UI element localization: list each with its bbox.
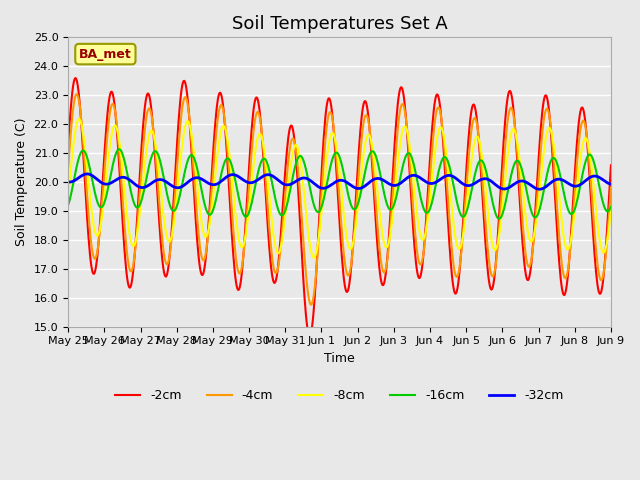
- -8cm: [477, 148, 485, 154]
- -4cm: [73, 91, 81, 97]
- -4cm: [607, 185, 615, 191]
- -32cm: [380, 178, 388, 183]
- X-axis label: Time: Time: [324, 352, 355, 365]
- -2cm: [99, 188, 106, 193]
- -8cm: [310, 255, 318, 261]
- -32cm: [411, 172, 419, 178]
- Text: BA_met: BA_met: [79, 48, 132, 60]
- -4cm: [477, 161, 485, 167]
- -32cm: [532, 186, 540, 192]
- -4cm: [381, 269, 388, 275]
- -4cm: [412, 232, 419, 238]
- -16cm: [607, 204, 615, 210]
- -2cm: [64, 143, 72, 149]
- -4cm: [64, 166, 72, 171]
- -4cm: [99, 200, 106, 206]
- -32cm: [99, 180, 106, 186]
- -2cm: [72, 75, 79, 81]
- -16cm: [477, 157, 484, 163]
- -32cm: [607, 181, 615, 187]
- -2cm: [381, 277, 388, 283]
- -16cm: [64, 202, 72, 208]
- -16cm: [411, 165, 419, 171]
- -16cm: [380, 190, 388, 196]
- -8cm: [381, 242, 388, 248]
- -16cm: [115, 146, 123, 152]
- Y-axis label: Soil Temperature (C): Soil Temperature (C): [15, 118, 28, 246]
- -4cm: [395, 115, 403, 121]
- -8cm: [412, 196, 419, 202]
- -4cm: [307, 302, 315, 308]
- Title: Soil Temperatures Set A: Soil Temperatures Set A: [232, 15, 447, 33]
- -32cm: [64, 179, 72, 185]
- -2cm: [477, 173, 485, 179]
- -16cm: [394, 185, 402, 191]
- -8cm: [64, 193, 72, 199]
- Line: -2cm: -2cm: [68, 78, 611, 336]
- -16cm: [533, 213, 541, 219]
- Line: -32cm: -32cm: [68, 174, 611, 189]
- -16cm: [97, 204, 105, 210]
- -8cm: [99, 213, 106, 219]
- Line: -8cm: -8cm: [68, 119, 611, 258]
- -16cm: [495, 216, 502, 222]
- -32cm: [536, 186, 543, 192]
- -8cm: [75, 116, 83, 122]
- Line: -16cm: -16cm: [68, 149, 611, 219]
- -4cm: [533, 199, 541, 205]
- -2cm: [412, 253, 419, 259]
- -32cm: [394, 181, 402, 187]
- -2cm: [395, 92, 403, 97]
- Legend: -2cm, -4cm, -8cm, -16cm, -32cm: -2cm, -4cm, -8cm, -16cm, -32cm: [110, 384, 569, 408]
- -32cm: [477, 177, 484, 183]
- -32cm: [83, 171, 91, 177]
- -8cm: [607, 207, 615, 213]
- -8cm: [395, 150, 403, 156]
- Line: -4cm: -4cm: [68, 94, 611, 305]
- -2cm: [533, 183, 541, 189]
- -2cm: [305, 333, 313, 338]
- -8cm: [533, 213, 541, 219]
- -2cm: [607, 162, 615, 168]
